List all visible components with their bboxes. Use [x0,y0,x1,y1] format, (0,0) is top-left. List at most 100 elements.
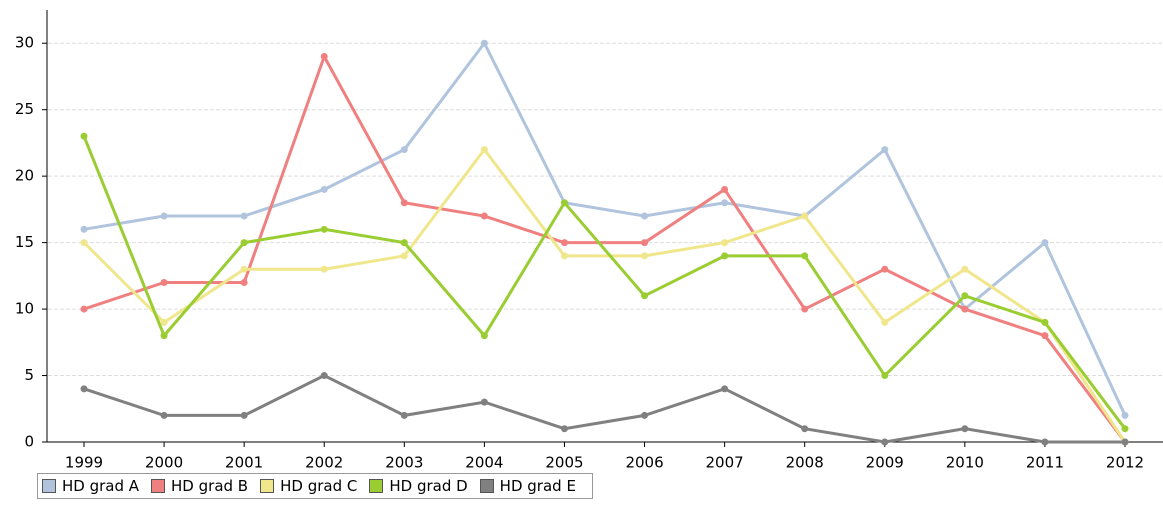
point [480,39,488,47]
point [801,305,809,313]
point [1121,438,1129,446]
legend-item: HD grad D [369,477,468,495]
point [881,146,889,154]
point [801,252,809,260]
y-tick-label: 30 [15,34,34,52]
point [240,278,248,286]
point [881,438,889,446]
x-tick-label: 2004 [465,454,503,472]
point [480,146,488,154]
x-tick-label: 2011 [1026,454,1064,472]
x-tick-label: 2008 [786,454,824,472]
point [480,398,488,406]
point [560,239,568,247]
point [160,278,168,286]
point [160,318,168,326]
series-line [82,147,1127,443]
x-tick-label: 2002 [305,454,343,472]
point [881,265,889,273]
point [641,212,649,220]
point [1041,332,1049,340]
x-tick-label: 2007 [706,454,744,472]
legend-swatch [260,479,275,493]
x-tick-label: 1999 [65,454,103,472]
x-tick-label: 2003 [385,454,423,472]
point [641,411,649,419]
point [400,252,408,260]
point [641,239,649,247]
legend-item: HD grad E [479,477,576,495]
legend-item: HD grad B [151,477,248,495]
point [1041,318,1049,326]
x-tick-label: 2006 [625,454,663,472]
point [881,318,889,326]
point [320,53,328,61]
point [881,372,889,380]
x-tick-label: 2009 [866,454,904,472]
point [961,305,969,313]
x-tick-label: 2012 [1106,454,1144,472]
point [160,411,168,419]
point [721,185,729,193]
y-tick-label: 20 [15,167,34,185]
point [480,332,488,340]
point [1121,411,1129,419]
y-tick-label: 15 [15,233,34,251]
point [400,146,408,154]
y-tick-label: 5 [24,366,34,384]
legend-swatch [479,479,494,493]
point [160,212,168,220]
point [320,185,328,193]
point [160,332,168,340]
x-tick-label: 2000 [145,454,183,472]
point [400,239,408,247]
point [240,212,248,220]
point [721,239,729,247]
y-tick-label: 25 [15,100,34,118]
legend-item: HD grad A [42,477,139,495]
y-tick-label: 10 [15,300,34,318]
point [80,305,88,313]
series-line [83,373,1125,444]
point [320,225,328,233]
x-tick-label: 2001 [225,454,263,472]
point [80,239,88,247]
point [240,411,248,419]
point [480,212,488,220]
legend-label: HD grad E [499,477,576,495]
point [560,252,568,260]
point [641,292,649,300]
point [641,252,649,260]
point [400,199,408,207]
y-tick-label: 0 [24,433,34,451]
point [320,265,328,273]
legend-swatch [42,479,56,493]
point [801,212,809,220]
x-tick-label: 2005 [545,454,583,472]
legend-label: HD grad C [280,477,358,495]
legend-label: HD grad B [171,477,249,495]
series-line [83,40,1127,417]
series-line [82,135,1127,430]
point [1041,438,1049,446]
legend-label: HD grad D [389,477,468,495]
point [400,411,408,419]
x-tick-label: 2010 [946,454,984,472]
point [320,372,328,380]
point [240,265,248,273]
point [560,425,568,433]
point [961,265,969,273]
legend-swatch [151,479,166,493]
point [801,425,809,433]
legend-swatch [369,479,384,493]
legend-label: HD grad A [62,477,140,495]
point [721,199,729,207]
point [1041,239,1049,247]
point [961,292,969,300]
point [1121,425,1129,433]
point [80,225,88,233]
point [560,199,568,207]
